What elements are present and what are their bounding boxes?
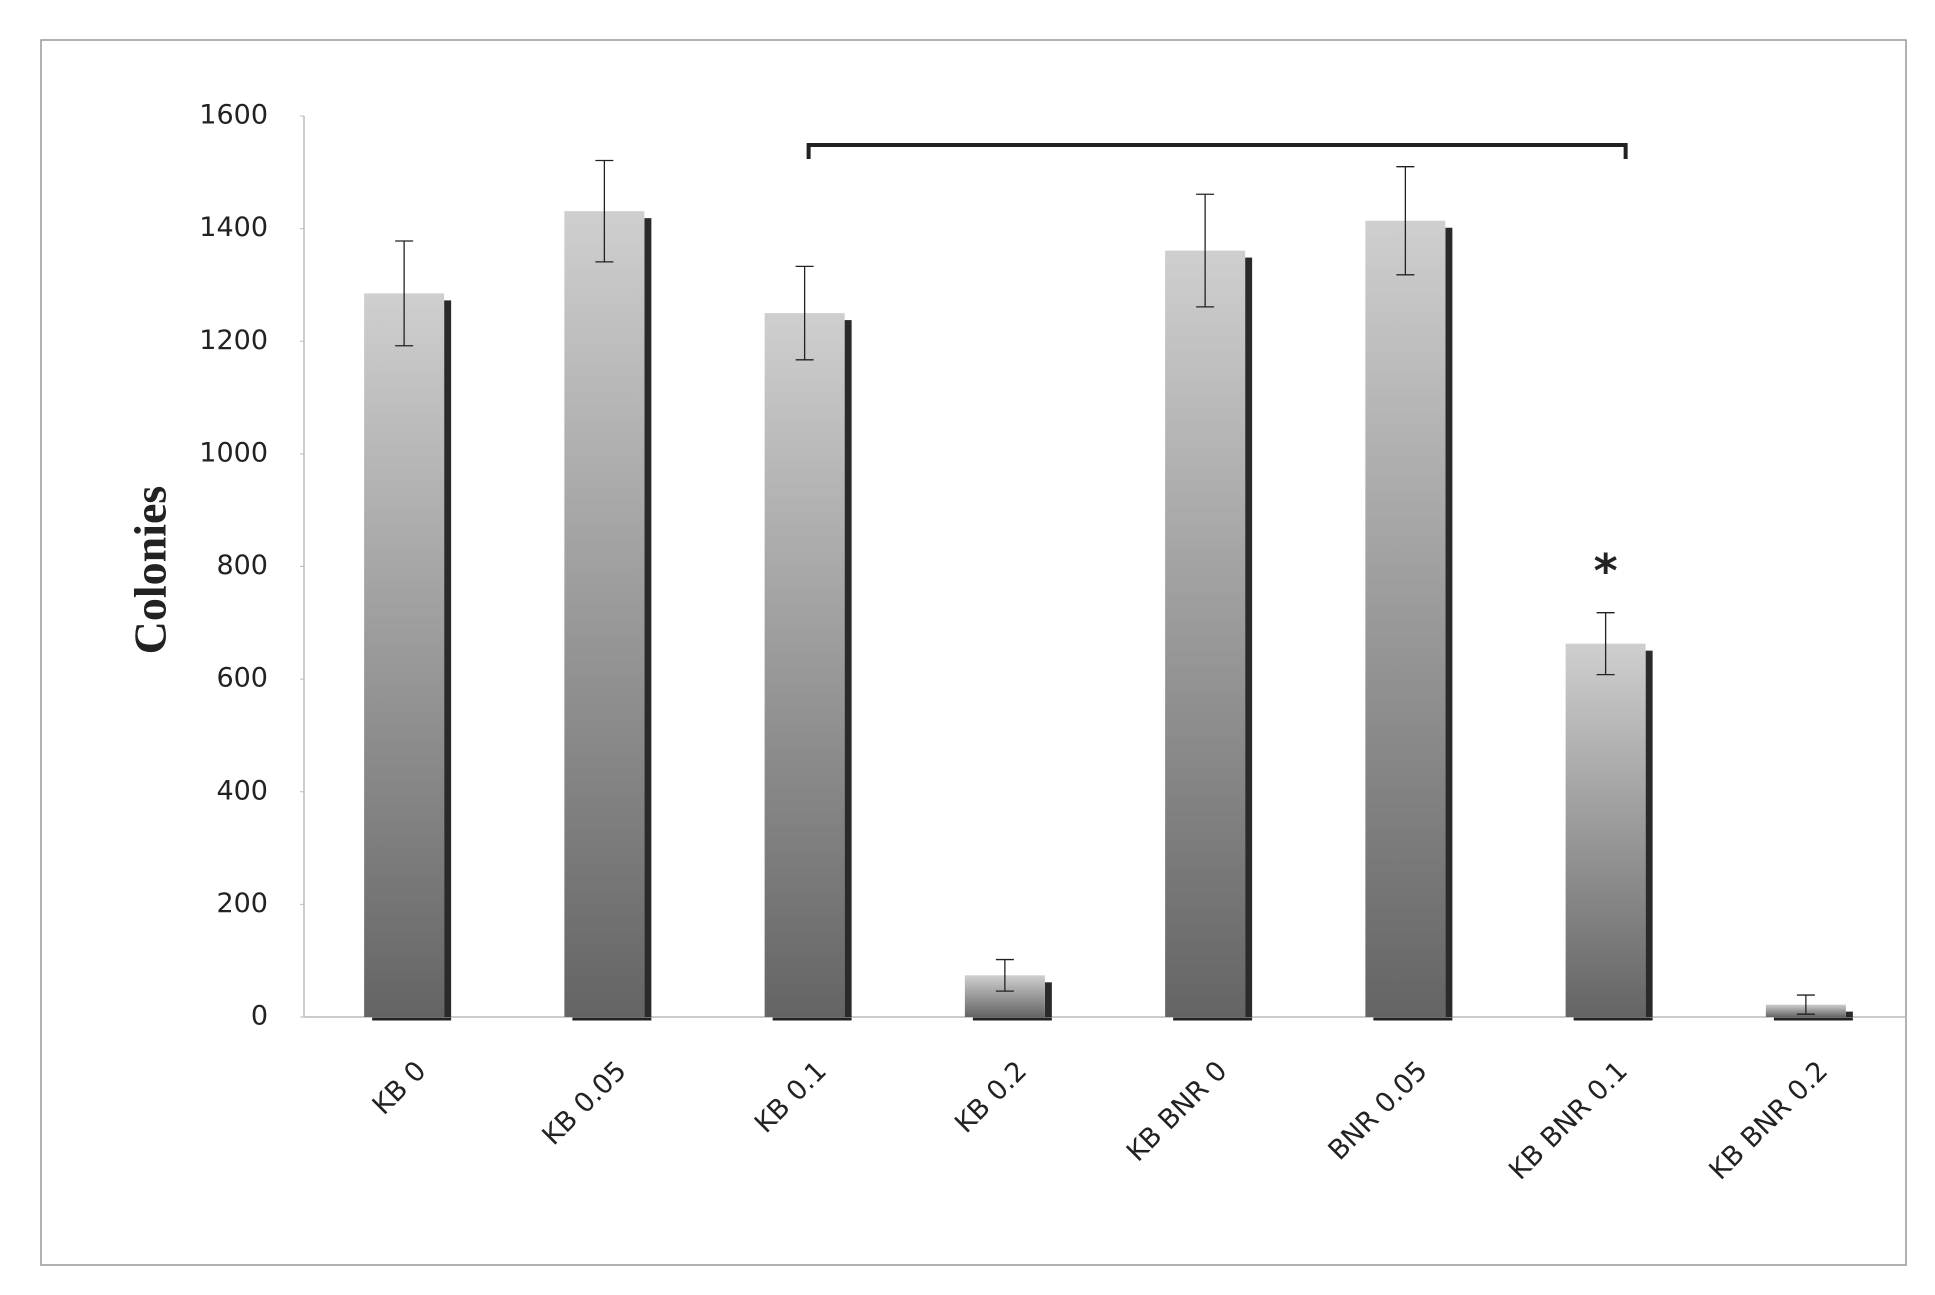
bar-shadow [844, 320, 852, 1017]
y-tick-label: 1200 [199, 325, 268, 356]
bar-shadow [644, 218, 652, 1018]
bar-shadow [1044, 982, 1052, 1017]
x-tick-label: KB BNR 0.1 [1503, 1055, 1634, 1186]
bar-shadow [1445, 227, 1453, 1017]
x-tick-label: KB 0.05 [537, 1055, 633, 1151]
y-tick-label: 1600 [199, 100, 268, 131]
x-tick-label: BNR 0.05 [1322, 1055, 1433, 1166]
y-tick-label: 0 [251, 1001, 268, 1032]
bar [364, 293, 445, 1017]
y-axis-label: Colonies [125, 486, 176, 655]
x-tick-label: KB 0.1 [749, 1055, 833, 1139]
bar-shadow [1645, 650, 1653, 1017]
significance-marker: * [1594, 544, 1618, 598]
x-tick-label: KB BNR 0 [1121, 1055, 1233, 1167]
y-tick-label: 600 [216, 663, 268, 694]
y-tick-label: 400 [216, 775, 268, 806]
bar-shadow [1845, 1011, 1853, 1017]
x-tick-label: KB 0 [367, 1055, 433, 1121]
bar [1165, 250, 1246, 1018]
chart-frame [40, 39, 1907, 1266]
bar [1365, 220, 1446, 1017]
significance-bracket [806, 143, 1628, 159]
bar [564, 211, 645, 1018]
bar [1565, 643, 1646, 1017]
y-tick-label: 200 [216, 888, 268, 919]
y-tick-label: 800 [216, 550, 268, 581]
x-tick-label: KB BNR 0.2 [1703, 1055, 1834, 1186]
y-tick-label: 1000 [199, 437, 268, 468]
bar-shadow [1245, 257, 1253, 1017]
bar [764, 313, 845, 1017]
y-tick-label: 1400 [199, 212, 268, 243]
x-tick-label: KB 0.2 [949, 1055, 1033, 1139]
bar-shadow [444, 300, 452, 1017]
